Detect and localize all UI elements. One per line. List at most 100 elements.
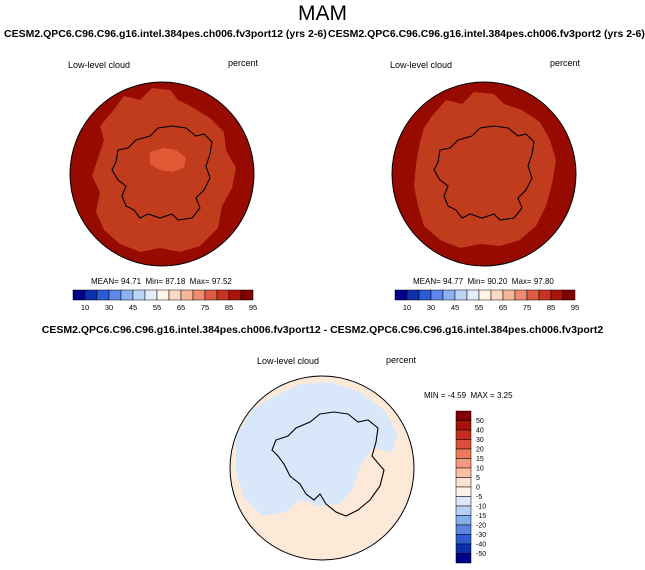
panel-title-right: CESM2.QPC6.C96.C96.g16.intel.384pes.ch00…: [328, 28, 645, 40]
stat-min-label: Min=: [145, 277, 164, 286]
colorbar-tick-label: 30: [427, 303, 435, 312]
colorbar-swatch: [120, 289, 134, 301]
map-diff-border: [229, 375, 415, 561]
variable-label-diff: Low-level cloud: [257, 356, 320, 366]
colorbar-tick-label: 30: [476, 437, 484, 444]
stat-min-label: MIN =: [424, 391, 446, 400]
colorbar-swatch: [240, 289, 254, 301]
stat-max-value: 97.52: [211, 277, 232, 286]
map-right-coastline: [433, 125, 535, 221]
colorbar-swatch: [455, 410, 472, 421]
colorbar-swatch: [550, 289, 564, 301]
stat-min-value: 87.18: [165, 277, 186, 286]
colorbar-swatch: [180, 289, 194, 301]
stat-max-label: MAX =: [470, 391, 495, 400]
stat-min-value: -4.59: [447, 391, 467, 400]
colorbar-swatch: [455, 505, 472, 516]
colorbar-swatch: [455, 420, 472, 431]
colorbar-tick-label: 95: [571, 303, 579, 312]
colorbar-swatch: [96, 289, 110, 301]
stat-max-value: 97.80: [533, 277, 554, 286]
figure-title: MAM: [298, 2, 347, 25]
colorbar-tick-label: 45: [129, 303, 137, 312]
colorbar-tick-label: 20: [476, 447, 484, 454]
colorbar-swatch: [455, 515, 472, 526]
colorbar-tick-label: -10: [476, 504, 486, 511]
stat-mean-value: 94.71: [121, 277, 142, 286]
colorbar-swatch: [538, 289, 552, 301]
colorbar-swatch: [84, 289, 98, 301]
panel-title-left: CESM2.QPC6.C96.C96.g16.intel.384pes.ch00…: [4, 28, 327, 40]
colorbar-tick-label: 50: [476, 418, 484, 425]
colorbar-tick-label: 10: [476, 466, 484, 473]
units-label-left: percent: [228, 58, 259, 68]
stat-mean-label: MEAN=: [413, 277, 441, 286]
stat-mean-label: MEAN=: [91, 277, 119, 286]
colorbar-tick-label: 55: [153, 303, 161, 312]
colorbar-swatch: [430, 289, 444, 301]
colorbar-swatch: [455, 467, 472, 478]
colorbar-swatch: [144, 289, 158, 301]
stat-min-value: 90.20: [487, 277, 508, 286]
colorbar-swatch: [455, 429, 472, 440]
stats-diff: MIN = -4.59 MAX = 3.25: [424, 391, 513, 400]
stat-min-label: Min=: [467, 277, 486, 286]
colorbar-swatch: [454, 289, 468, 301]
colorbar-swatch: [514, 289, 528, 301]
colorbar-swatch: [204, 289, 218, 301]
colorbar-tick-label: 30: [105, 303, 113, 312]
colorbar-swatch: [406, 289, 420, 301]
colorbar-swatch: [478, 289, 492, 301]
colorbar-tick-label: 85: [225, 303, 233, 312]
colorbar-tick-label: 0: [476, 485, 480, 492]
stat-max-label: Max=: [189, 277, 210, 286]
colorbar-swatch: [455, 448, 472, 459]
colorbar-tick-label: 55: [475, 303, 483, 312]
colorbar-swatch: [455, 524, 472, 535]
map-difference: [229, 375, 415, 561]
stats-right: MEAN= 94.77 Min= 90.20 Max= 97.80: [413, 277, 554, 286]
colorbar-swatch: [455, 486, 472, 497]
colorbar-swatch: [216, 289, 230, 301]
map-diff-coastline: [271, 411, 385, 517]
colorbar-tick-label: 75: [523, 303, 531, 312]
colorbar-swatch: [562, 289, 576, 301]
colorbar-tick-label: -5: [476, 494, 482, 501]
colorbar-tick-label: 15: [476, 456, 484, 463]
colorbar-tick-label: -30: [476, 532, 486, 539]
colorbar-swatch: [455, 496, 472, 507]
colorbar-swatch: [108, 289, 122, 301]
colorbar-tick-label: 95: [249, 303, 257, 312]
map-left: [69, 81, 255, 267]
map-left-inner-field: [150, 148, 186, 172]
colorbar-tick-label: -20: [476, 523, 486, 530]
colorbar-tick-label: 40: [476, 428, 484, 435]
map-diff-negative-field: [236, 382, 398, 516]
colorbar-swatch: [156, 289, 170, 301]
map-right-border: [391, 81, 577, 267]
colorbar-tick-label: 10: [403, 303, 411, 312]
colorbar-tick-label: 10: [81, 303, 89, 312]
difference-title: CESM2.QPC6.C96.C96.g16.intel.384pes.ch00…: [41, 324, 604, 336]
map-left-border: [69, 81, 255, 267]
colorbar-right: 10 30 45 55 65 75 85 95: [394, 289, 579, 312]
colorbar-swatch: [455, 534, 472, 545]
colorbar-tick-label: 45: [451, 303, 459, 312]
colorbar-tick-label: 5: [476, 475, 480, 482]
colorbar-left: 10 30 45 55 65 75 85 95: [72, 289, 257, 312]
colorbar-tick-label: -50: [476, 551, 486, 558]
colorbar-tick-label: 65: [499, 303, 507, 312]
colorbar-swatch: [168, 289, 182, 301]
stat-max-value: 3.25: [496, 391, 513, 400]
colorbar-swatch: [442, 289, 456, 301]
stat-mean-value: 94.77: [443, 277, 464, 286]
colorbar-swatch: [455, 458, 472, 469]
map-left-coastline: [111, 125, 213, 221]
colorbar-swatch: [72, 289, 86, 301]
colorbar-swatch: [526, 289, 540, 301]
colorbar-tick-label: 75: [201, 303, 209, 312]
variable-label-right: Low-level cloud: [390, 60, 453, 70]
colorbar-swatch: [466, 289, 480, 301]
